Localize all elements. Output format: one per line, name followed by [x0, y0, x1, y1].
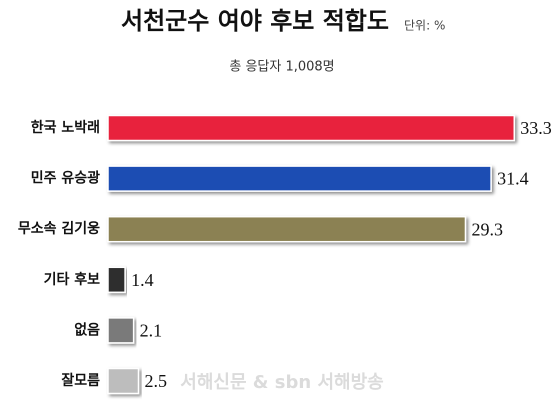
subtitle: 총 응답자 1,008명 — [229, 60, 334, 75]
value-label: 2.1 — [140, 321, 163, 341]
bar — [107, 215, 467, 243]
watermark: 서해신문 & sbn 서해방송 — [180, 372, 383, 393]
value-label: 2.5 — [145, 371, 168, 391]
chart-title: 서천군수 여야 후보 적합도 — [121, 7, 389, 35]
category-label: 무소속 김기웅 — [18, 220, 100, 237]
category-label: 없음 — [74, 322, 100, 338]
bar — [107, 317, 135, 344]
unit-label: 단위: % — [404, 19, 445, 33]
bar — [107, 367, 140, 395]
value-label: 33.3 — [520, 118, 552, 138]
category-label: 잘모름 — [61, 373, 100, 389]
category-label: 민주 유승광 — [31, 170, 100, 187]
value-label: 1.4 — [131, 270, 154, 290]
bar — [107, 266, 126, 294]
bar — [107, 165, 492, 192]
category-label: 기타 후보 — [44, 272, 101, 288]
value-label: 29.3 — [471, 219, 503, 239]
value-label: 31.4 — [497, 169, 528, 189]
category-label: 한국 노박래 — [31, 119, 100, 136]
bar — [107, 114, 516, 142]
